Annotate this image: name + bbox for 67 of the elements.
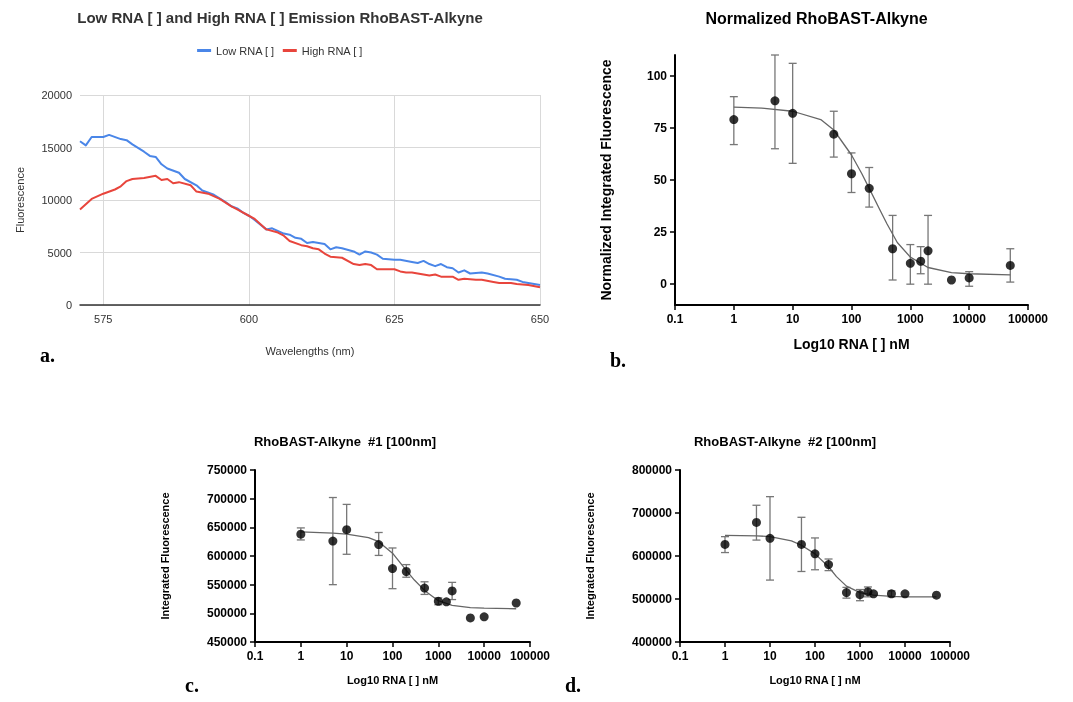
x-axis-title: Log10 RNA [ ] nM (346, 673, 439, 686)
y-tick-label: 600000 (631, 549, 673, 563)
x-tick-label: 10000 (888, 649, 923, 663)
y-tick-label: 5000 (47, 246, 72, 259)
chart-title: Low RNA [ ] and High RNA [ ] Emission RhoBAST-Alkyne (77, 9, 483, 26)
y-tick-label: 800000 (631, 463, 673, 477)
x-tick-label: 1 (721, 649, 729, 663)
x-tick-label: 100000 (1007, 312, 1049, 326)
x-tick-label: 0.1 (666, 312, 684, 326)
text: d. (565, 674, 582, 696)
text: b. (610, 349, 627, 371)
y-axis-title: Fluorescence (13, 166, 26, 234)
line-series (79, 133, 541, 287)
y-tick-label: 100 (646, 68, 668, 83)
x-tick-label: 10000 (952, 312, 987, 326)
x-tick-label: 10 (785, 312, 800, 326)
x-tick-label: 100000 (509, 649, 551, 663)
x-axis-title: Wavelengths (nm) (265, 344, 355, 357)
x-tick-label: 1000 (424, 649, 452, 663)
y-tick-label: 10000 (41, 194, 72, 206)
x-tick-label: 600 (239, 312, 259, 325)
line-series (79, 174, 541, 289)
x-tick-label: 650 (530, 312, 550, 325)
y-tick-label: 400000 (631, 635, 673, 649)
legend-label: High RNA [ ] (301, 44, 363, 57)
chart-title: RhoBAST-Alkyne #2 [100nm] (693, 434, 877, 449)
y-tick-label: 550000 (206, 577, 248, 592)
y-tick-label: 50 (653, 173, 668, 187)
y-tick-label: 20000 (41, 89, 72, 101)
y-tick-label: 75 (653, 120, 668, 135)
y-axis-title: Normalized Integrated Fluorescence (598, 59, 614, 301)
x-tick-label: 10 (339, 649, 354, 663)
x-axis-title: Log10 RNA [ ] nM (769, 673, 861, 686)
chart-title: RhoBAST-Alkyne #1 [100nm] (253, 434, 437, 449)
x-tick-label: 1000 (846, 649, 874, 663)
y-tick-label: 25 (653, 225, 668, 240)
y-tick-label: 15000 (41, 141, 72, 154)
text: c. (185, 674, 199, 696)
y-tick-label: 450000 (206, 635, 248, 649)
y-tick-label: 0 (660, 277, 668, 292)
y-tick-label: 600000 (206, 549, 248, 563)
x-tick-label: 1 (730, 312, 738, 326)
x-tick-label: 10 (763, 649, 777, 663)
x-tick-label: 100 (382, 649, 403, 663)
x-tick-label: 1 (297, 649, 305, 663)
y-axis-title: Integrated Fluorescence (583, 492, 596, 620)
y-tick-label: 750000 (206, 463, 248, 477)
y-tick-label: 500000 (206, 606, 248, 621)
x-tick-label: 625 (385, 312, 404, 325)
x-axis-title: Log10 RNA [ ] nM (793, 336, 910, 352)
x-tick-label: 0.1 (246, 649, 264, 663)
x-tick-label: 575 (94, 312, 113, 325)
chart-title: Normalized RhoBAST-Alkyne (705, 9, 928, 27)
y-tick-label: 500000 (631, 592, 673, 606)
x-tick-label: 100 (841, 312, 862, 326)
y-tick-label: 0 (65, 299, 72, 311)
text: a. (40, 344, 55, 366)
y-axis-title: Integrated Fluorescence (158, 492, 171, 620)
x-tick-label: 1000 (896, 312, 924, 326)
y-tick-label: 700000 (206, 491, 248, 506)
x-tick-label: 0.1 (671, 649, 689, 663)
x-tick-label: 100 (804, 649, 826, 663)
x-tick-label: 10000 (467, 649, 502, 663)
y-tick-label: 700000 (631, 506, 673, 520)
legend-label: Low RNA [ ] (216, 44, 275, 57)
y-tick-label: 650000 (206, 520, 248, 535)
x-tick-label: 100000 (929, 649, 971, 663)
